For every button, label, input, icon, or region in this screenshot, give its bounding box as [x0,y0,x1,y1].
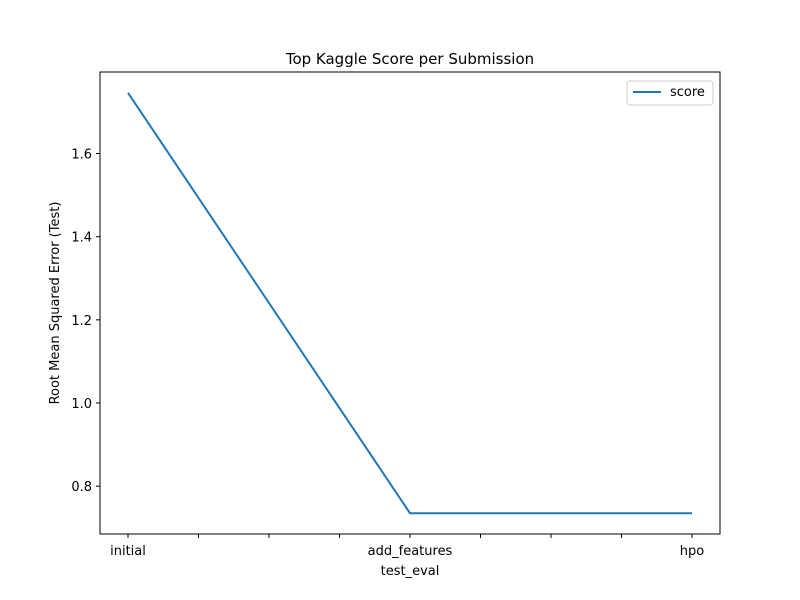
plot-area: 0.8 1.0 1.2 1.4 1.6 initial add_features hpo [71,71,721,559]
legend: score [626,80,714,106]
y-tick-label: 1.0 [71,397,92,412]
y-axis-ticks: 0.8 1.0 1.2 1.4 1.6 [71,148,100,495]
x-tick-label: add_features [368,544,453,559]
chart-title: Top Kaggle Score per Submission [285,50,534,68]
x-axis-ticks: initial add_features hpo [110,534,704,559]
y-tick-label: 1.2 [71,314,92,329]
y-tick-label: 1.4 [71,231,92,246]
x-axis-label: test_eval [381,564,440,579]
legend-frame [626,80,714,106]
y-axis-label: Root Mean Squared Error (Test) [48,202,63,405]
plot-frame [99,71,721,535]
series-layer [127,92,693,515]
legend-label-score: score [670,85,705,100]
series-line-score [127,92,692,515]
y-tick-label: 0.8 [71,480,92,495]
y-tick-label: 1.6 [71,148,92,163]
x-tick-label: initial [110,544,146,559]
x-tick-label: hpo [680,544,704,559]
